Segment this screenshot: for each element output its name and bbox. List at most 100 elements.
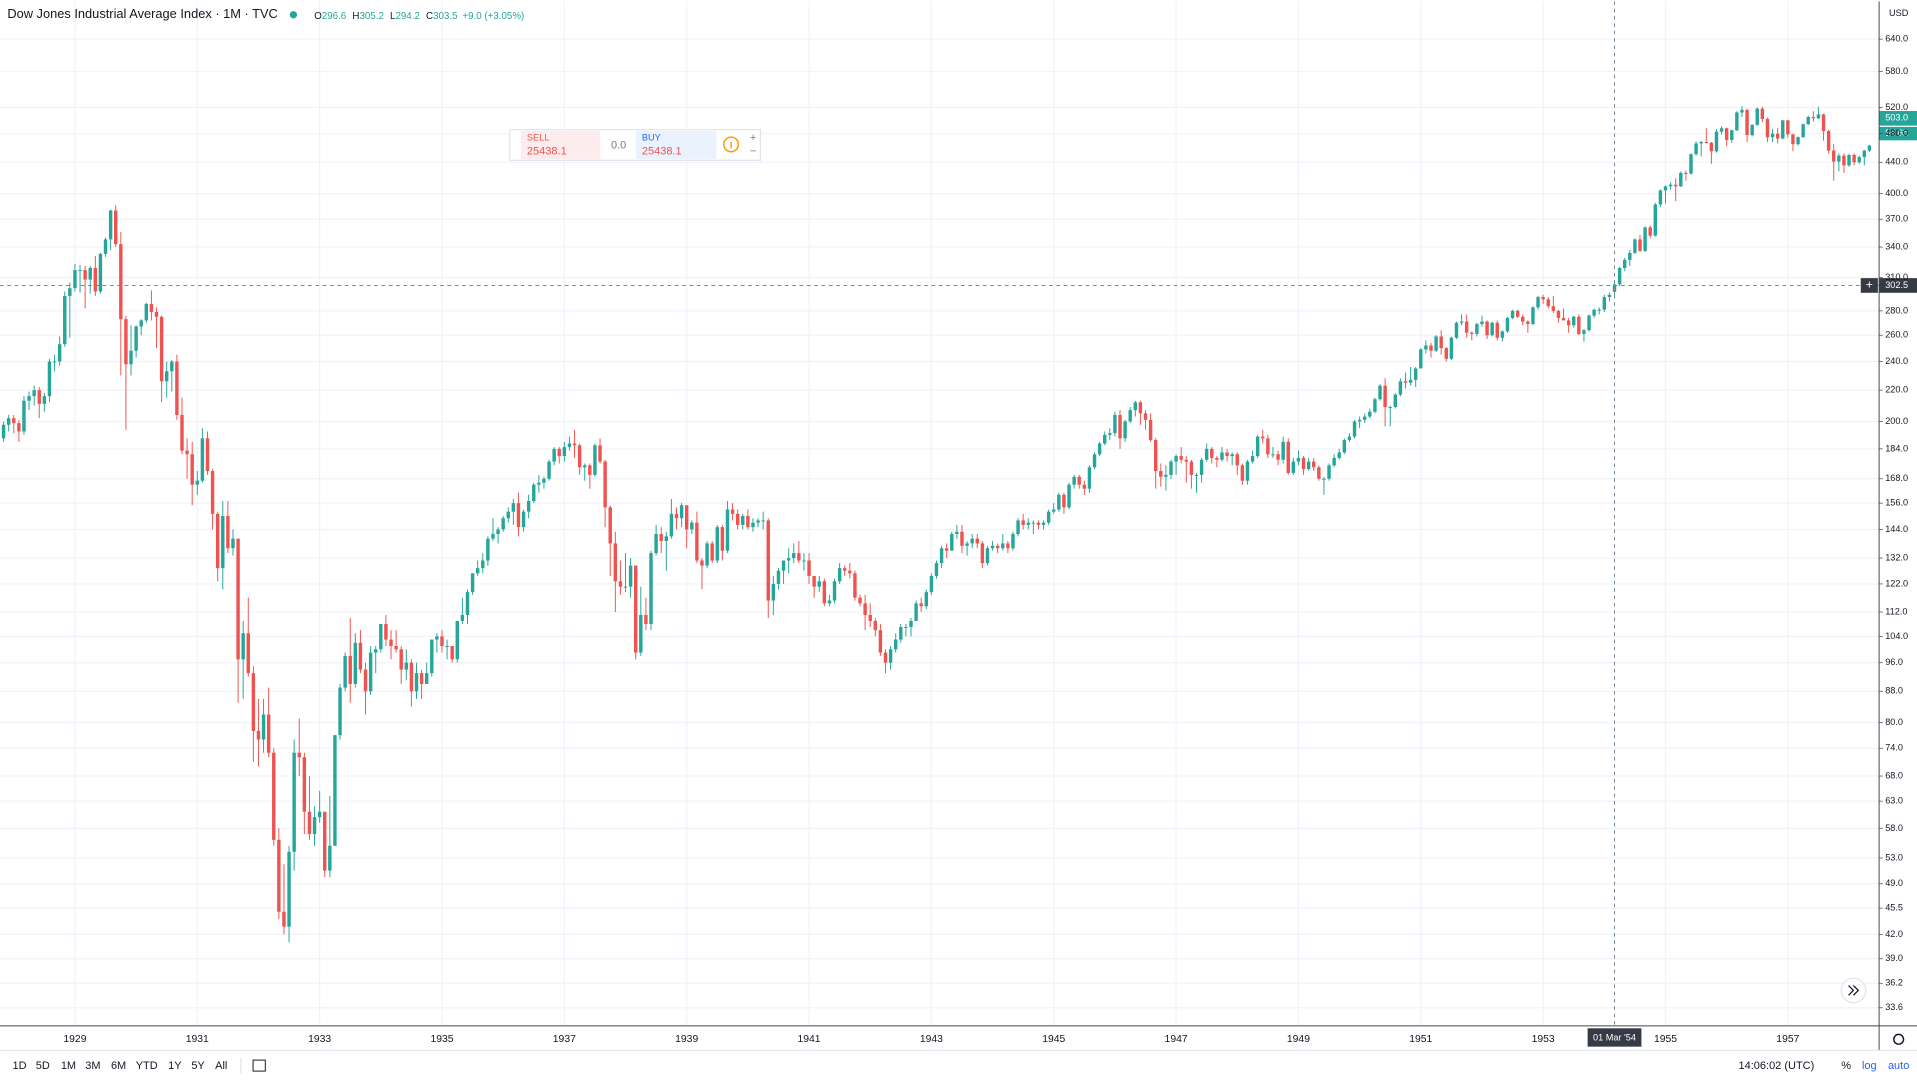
candle-body xyxy=(231,538,235,549)
scale-option[interactable]: log xyxy=(1862,1060,1877,1072)
y-tick-label: 58.0 xyxy=(1885,823,1903,833)
qty-plus[interactable]: + xyxy=(750,132,756,144)
candle-body xyxy=(965,543,969,546)
ohlc-key: H xyxy=(352,11,359,22)
range-button[interactable]: 5D xyxy=(36,1060,50,1072)
y-tick-label: 74.0 xyxy=(1885,743,1903,753)
candle-body xyxy=(6,418,11,425)
candle-body xyxy=(792,553,796,559)
candle-body xyxy=(57,344,62,362)
candle-body xyxy=(1531,307,1535,325)
ohlc-value: 294.2 xyxy=(395,11,419,22)
candle-body xyxy=(1398,381,1403,395)
candle-body xyxy=(460,614,465,621)
settings-button[interactable] xyxy=(1893,1033,1905,1045)
ohlc-legend: O296.6 H305.2 L294.2 C303.5 +9.0 (+3.05%) xyxy=(314,11,524,22)
candle-body xyxy=(1602,297,1607,310)
candle-body xyxy=(995,545,1000,549)
candle-body xyxy=(1204,448,1209,460)
candle-body xyxy=(848,570,852,574)
candle-body xyxy=(1495,322,1499,338)
candle-body xyxy=(1653,204,1658,236)
candle-body xyxy=(1108,433,1112,435)
candle-body xyxy=(78,270,82,272)
qty-minus[interactable]: − xyxy=(750,146,756,158)
crosshair-plus: + xyxy=(1866,278,1873,292)
candle-body xyxy=(1368,411,1372,417)
candle-body xyxy=(659,534,663,542)
crosshair-plus-box[interactable] xyxy=(1860,278,1878,293)
candle-body xyxy=(583,465,587,468)
candle-body xyxy=(1587,315,1591,331)
candle-body xyxy=(134,326,138,351)
range-button[interactable]: 1D xyxy=(13,1060,27,1072)
candle-body xyxy=(445,646,449,647)
y-tick-label: 440.0 xyxy=(1885,157,1908,167)
date-range-button[interactable] xyxy=(252,1059,266,1072)
candle-body xyxy=(215,513,220,569)
y-tick-label: 480.0 xyxy=(1885,128,1908,138)
candle-body xyxy=(221,516,225,569)
ohlc-key: L xyxy=(390,11,396,22)
candle-body xyxy=(858,597,862,604)
candle-body xyxy=(1475,324,1479,334)
candle-body xyxy=(88,268,92,280)
x-tick-label: 1957 xyxy=(1776,1034,1799,1045)
sell-label: SELL xyxy=(527,133,549,143)
crosshair-date-label: 01 Mar '54 xyxy=(1593,1033,1636,1043)
candle-body xyxy=(1730,130,1734,140)
candle-body xyxy=(1373,399,1377,412)
x-tick-label: 1943 xyxy=(920,1034,943,1045)
buy-button[interactable] xyxy=(635,130,717,160)
spread: 0.0 xyxy=(611,140,626,152)
range-button[interactable]: YTD xyxy=(136,1060,158,1072)
candle-body xyxy=(812,575,816,587)
candle-body xyxy=(338,687,342,736)
candle-body xyxy=(1255,436,1260,457)
range-button[interactable]: 5Y xyxy=(191,1060,205,1072)
y-tick-label: 144.0 xyxy=(1885,524,1908,534)
crosshair-price-label: 302.5 xyxy=(1885,280,1908,290)
sell-button[interactable] xyxy=(520,130,601,160)
currency: USD xyxy=(1889,8,1909,18)
scale-option[interactable]: auto xyxy=(1888,1060,1909,1072)
candle-body xyxy=(623,586,628,588)
candle-body xyxy=(705,543,709,566)
y-tick-label: 33.6 xyxy=(1885,1002,1903,1012)
candle-body xyxy=(170,361,174,372)
last-price-box xyxy=(1879,110,1917,126)
candle-body xyxy=(226,516,230,549)
candle-body xyxy=(741,516,745,525)
range-button[interactable]: 1M xyxy=(61,1060,76,1072)
candle-body xyxy=(1490,322,1494,336)
scale-option[interactable]: % xyxy=(1841,1060,1851,1072)
candle-body xyxy=(1755,108,1759,125)
candle-body xyxy=(246,633,250,674)
candle-body xyxy=(771,583,776,601)
candle-body xyxy=(1786,120,1790,135)
candle-body xyxy=(1026,522,1030,525)
status-dot xyxy=(289,11,298,19)
candle-body xyxy=(251,673,256,731)
range-button[interactable]: 1Y xyxy=(168,1060,182,1072)
bottom-toolbar: 1D 5D 1M 3M 6M YTD 1Y 5Y All 14:06:02 (UTC)% log au… xyxy=(13,1033,1909,1074)
candle-body xyxy=(1832,150,1836,162)
x-tick-label: 1931 xyxy=(186,1034,209,1045)
y-tick-label: 200.0 xyxy=(1885,416,1908,426)
range-button[interactable]: All xyxy=(215,1060,227,1072)
y-tick-label: 39.0 xyxy=(1885,953,1903,963)
candle-body xyxy=(1296,457,1301,462)
candles xyxy=(1,106,1872,943)
candle-body xyxy=(1337,452,1341,458)
info-icon[interactable] xyxy=(723,136,740,153)
range-button[interactable]: 6M xyxy=(111,1060,126,1072)
y-tick-label: 42.0 xyxy=(1885,929,1903,939)
candle-body xyxy=(307,811,312,835)
range-button[interactable]: 3M xyxy=(85,1060,100,1072)
ohlc-key: O xyxy=(314,11,322,22)
candle-body xyxy=(180,414,184,451)
candle-body xyxy=(154,312,159,317)
x-tick-label: 1933 xyxy=(308,1034,331,1045)
candle-body xyxy=(440,636,444,647)
buy-label: BUY xyxy=(642,133,661,143)
